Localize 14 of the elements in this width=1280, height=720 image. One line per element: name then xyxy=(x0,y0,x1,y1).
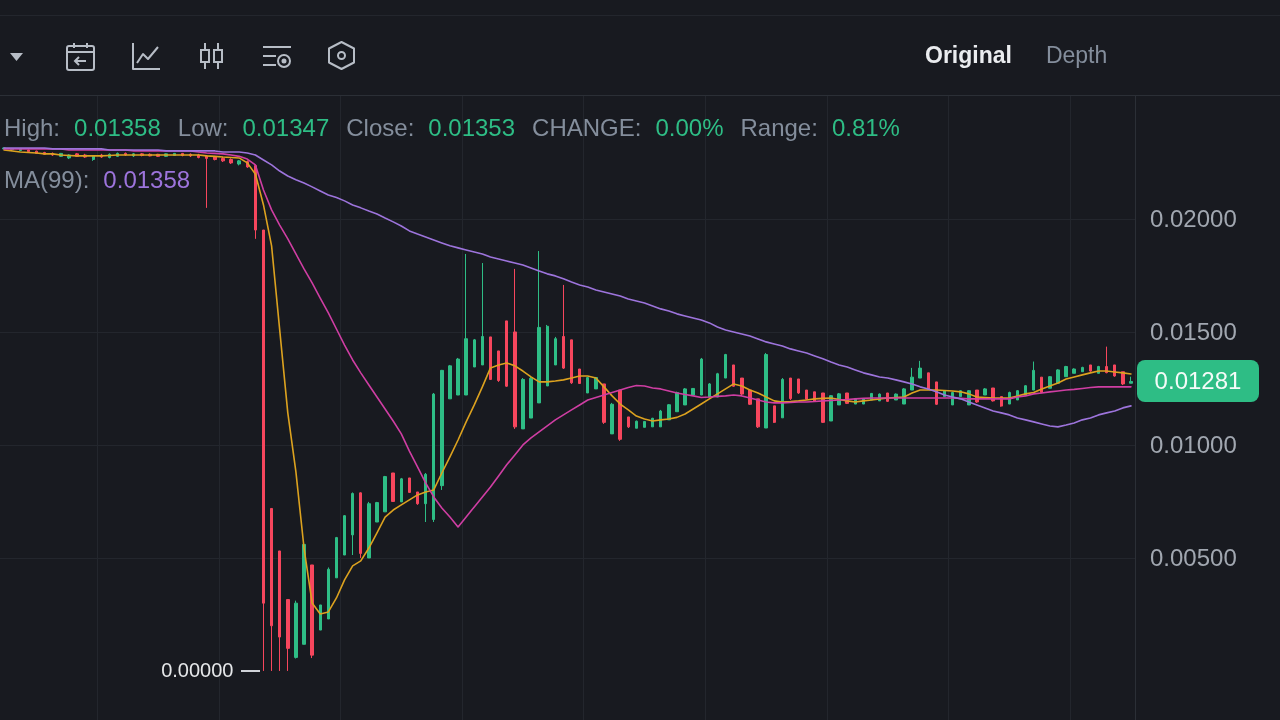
y-tick-label: 0.00500 xyxy=(1150,544,1237,572)
annotation: Low: 0.01347 xyxy=(177,113,330,143)
price-tag: 0.01281 xyxy=(1137,360,1259,403)
text: Original xyxy=(925,41,1012,70)
y-tick-label: 0.02000 xyxy=(1150,205,1237,233)
text: Depth xyxy=(1045,41,1108,70)
y-tick-label: 0.01500 xyxy=(1150,318,1237,346)
annotation: Close: 0.01353 xyxy=(346,113,516,143)
annotation: Range: 0.81% xyxy=(740,113,900,143)
annotation: MA(99): 0.01358 xyxy=(4,165,191,195)
annotation: High: 0.01358 xyxy=(4,113,161,143)
annotation: 0.00000 xyxy=(161,659,234,683)
y-tick-label: 0.01000 xyxy=(1150,431,1237,459)
annotation: CHANGE: 0.00% xyxy=(532,113,724,143)
